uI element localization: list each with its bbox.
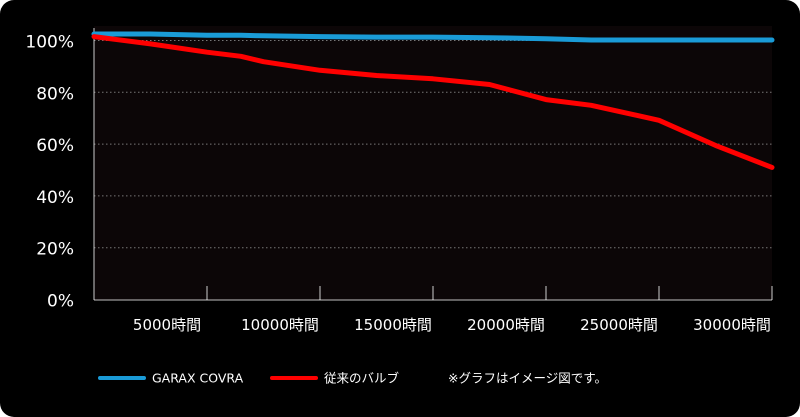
- series-line-2: [91, 34, 775, 170]
- x-tick-label: 20000時間: [467, 316, 545, 334]
- y-tick-label: 40%: [36, 188, 74, 208]
- x-tick-label: 30000時間: [693, 316, 771, 334]
- y-tick-label: 0%: [47, 292, 74, 312]
- y-tick-label: 60%: [36, 136, 74, 156]
- y-tick-label: 100%: [25, 33, 74, 53]
- chart-note: ※グラフはイメージ図です。: [448, 371, 607, 386]
- legend-label: GARAX COVRA: [152, 371, 244, 386]
- y-tick-label: 20%: [36, 240, 74, 260]
- y-tick-label: 80%: [36, 84, 74, 104]
- plot-area: [94, 26, 772, 300]
- legend-label: 従来のバルブ: [324, 371, 400, 386]
- x-tick-label: 10000時間: [241, 316, 319, 334]
- x-tick-label: 25000時間: [580, 316, 658, 334]
- series-line-1: [91, 31, 775, 43]
- x-tick-label: 5000時間: [133, 316, 201, 334]
- x-tick-label: 15000時間: [354, 316, 432, 334]
